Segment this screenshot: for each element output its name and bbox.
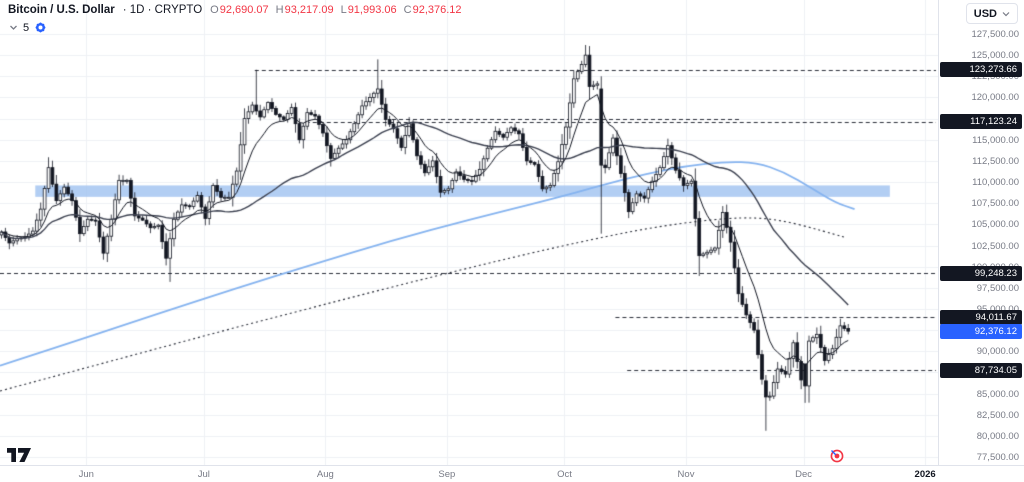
indicator-count[interactable]: 5 bbox=[23, 21, 30, 34]
currency-toggle-button[interactable]: USD bbox=[965, 3, 1018, 24]
price-tick-label: 125,000.00 bbox=[971, 50, 1019, 62]
price-tick-label: 95,000.00 bbox=[977, 304, 1019, 315]
time-tick-label: Sep bbox=[438, 469, 456, 480]
time-tick-label: 2026 bbox=[914, 469, 936, 480]
chevron-down-icon[interactable] bbox=[9, 23, 18, 32]
price-tick-label: 107,500.00 bbox=[971, 198, 1019, 210]
time-axis[interactable]: Jun Jul Aug Sep Oct Nov Dec 2026 bbox=[0, 465, 1024, 482]
level-price-badge: 123,273.66 bbox=[940, 62, 1022, 78]
low-value: 91,993.06 bbox=[347, 4, 397, 16]
close-label: C bbox=[403, 4, 412, 16]
price-tick-label: 102,500.00 bbox=[971, 240, 1019, 252]
currency-label: USD bbox=[973, 7, 997, 20]
chevron-down-icon bbox=[1002, 11, 1010, 16]
current-price-badge: 92,376.12 bbox=[940, 323, 1022, 339]
symbol-title[interactable]: Bitcoin / U.S. Dollar bbox=[8, 4, 115, 16]
symbol-header: Bitcoin / U.S. Dollar · 1D · CRYPTO O 92,… bbox=[8, 4, 462, 16]
time-tick-label: Aug bbox=[316, 469, 334, 480]
level-price-badge: 87,734.05 bbox=[940, 362, 1022, 378]
price-tick-label: 127,500.00 bbox=[971, 29, 1019, 40]
price-tick-label: 97,500.00 bbox=[976, 282, 1019, 294]
open-label: O bbox=[210, 4, 219, 16]
open-value: 92,690.07 bbox=[219, 4, 269, 16]
indicator-legend: 5 bbox=[9, 21, 47, 34]
price-tick-label: 82,500.00 bbox=[976, 409, 1019, 421]
price-tick-label: 105,000.00 bbox=[971, 219, 1019, 231]
low-label: L bbox=[340, 4, 347, 16]
price-tick-label: 110,000.00 bbox=[972, 177, 1019, 189]
time-tick-label: Nov bbox=[677, 469, 695, 480]
price-tick-label: 112,500.00 bbox=[972, 155, 1019, 167]
level-price-badge: 117,123.24 bbox=[940, 114, 1022, 130]
price-tick-label: 80,000.00 bbox=[976, 430, 1019, 442]
time-tick-label: Oct bbox=[557, 469, 572, 480]
tradingview-logo-icon[interactable] bbox=[7, 448, 31, 467]
high-value: 93,217.09 bbox=[284, 4, 334, 16]
time-tick-label: Jul bbox=[197, 469, 210, 480]
price-tick-label: 115,000.00 bbox=[972, 134, 1019, 146]
gear-icon[interactable] bbox=[34, 21, 47, 34]
close-value: 92,376.12 bbox=[412, 4, 462, 16]
level-price-badge: 94,011.67 bbox=[940, 309, 1022, 325]
level-price-badge: 99,248.23 bbox=[940, 265, 1022, 281]
time-tick-label: Dec bbox=[795, 469, 813, 480]
price-axis[interactable]: 77,500.0080,000.0082,500.0085,000.0087,5… bbox=[938, 0, 1024, 465]
time-tick-label: Jun bbox=[78, 469, 94, 480]
high-label: H bbox=[275, 4, 284, 16]
price-tick-label: 90,000.00 bbox=[976, 346, 1019, 358]
symbol-meta: · 1D · CRYPTO bbox=[122, 4, 203, 16]
ohlc-values: O 92,690.07 H 93,217.09 L 91,993.06 C 92,376… bbox=[210, 4, 461, 16]
price-tick-label: 120,000.00 bbox=[971, 92, 1019, 104]
price-tick-label: 77,500.00 bbox=[976, 452, 1019, 463]
target-marker-icon[interactable] bbox=[830, 449, 844, 468]
price-tick-label: 85,000.00 bbox=[976, 388, 1019, 400]
